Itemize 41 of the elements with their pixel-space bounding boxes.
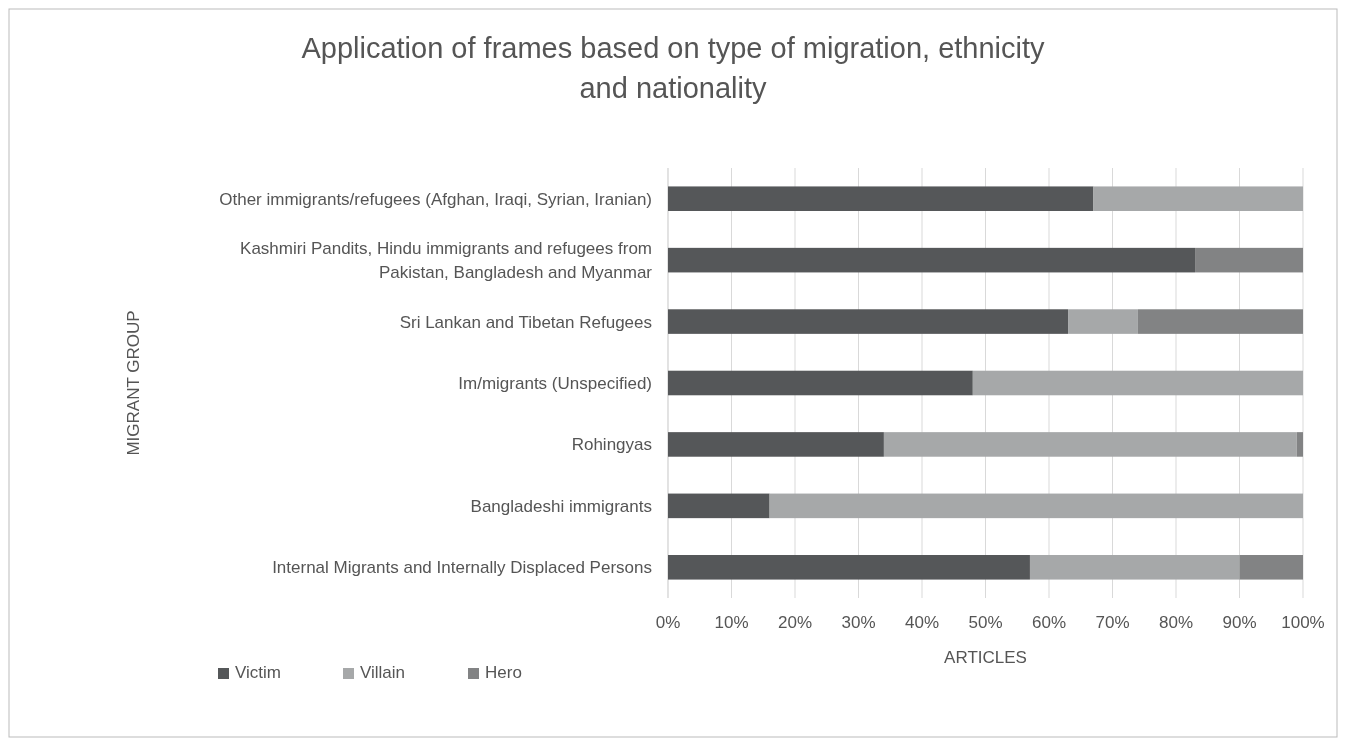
legend-label: Victim — [235, 663, 281, 682]
bar — [1239, 555, 1303, 580]
y-tick-label: Sri Lankan and Tibetan Refugees — [399, 312, 652, 332]
bar — [668, 493, 770, 519]
bar — [1296, 432, 1303, 457]
chart-title: Application of frames based on type of migration, ethnicity and nationality — [301, 32, 1046, 104]
x-tick-label: 0% — [655, 613, 681, 632]
y-axis-title: MIGRANT GROUP — [124, 310, 144, 456]
x-tick-label: 100% — [1281, 613, 1325, 632]
bar — [1093, 186, 1303, 211]
bar — [1195, 247, 1303, 273]
bar — [668, 370, 973, 396]
bar — [972, 370, 1303, 396]
bar — [1137, 309, 1303, 334]
y-tick-label: Im/migrants (Unspecified) — [458, 374, 652, 393]
x-tick-label: 30% — [841, 613, 876, 632]
x-tick-label: 60% — [1031, 613, 1067, 632]
bar — [668, 555, 1030, 580]
legend-label: Hero — [485, 663, 522, 682]
y-tick-label: Internal Migrants and Internally Displaced Persons — [272, 558, 652, 578]
x-tick-label: 70% — [1095, 613, 1130, 632]
bar — [668, 309, 1069, 334]
x-tick-label: 10% — [714, 613, 749, 632]
bar — [883, 432, 1297, 457]
x-tick-label: 90% — [1222, 613, 1257, 632]
y-tick-label: Bangladeshi immigrants — [470, 496, 652, 516]
bar — [769, 493, 1303, 519]
y-tick-label: Rohingyas — [571, 435, 652, 455]
bar — [1029, 555, 1240, 580]
bar — [668, 247, 1196, 273]
bar — [1068, 309, 1138, 334]
x-tick-label: 40% — [904, 613, 940, 632]
bar — [668, 432, 884, 457]
x-tick-label: 20% — [777, 613, 813, 632]
x-axis-title: ARTICLES — [944, 648, 1027, 667]
x-tick-label: 50% — [968, 613, 1003, 632]
y-tick-label: Other immigrants/refugees (Afghan, Iraqi, Syrian, Iranian) — [219, 189, 652, 209]
bar — [668, 186, 1094, 211]
y-tick-label: Kashmiri Pandits, Hindu immigrants and refugees from Pakistan, Bangladesh and Myanmar — [240, 239, 653, 283]
x-tick-label: 80% — [1158, 613, 1194, 632]
legend-label: Villain — [360, 663, 406, 682]
